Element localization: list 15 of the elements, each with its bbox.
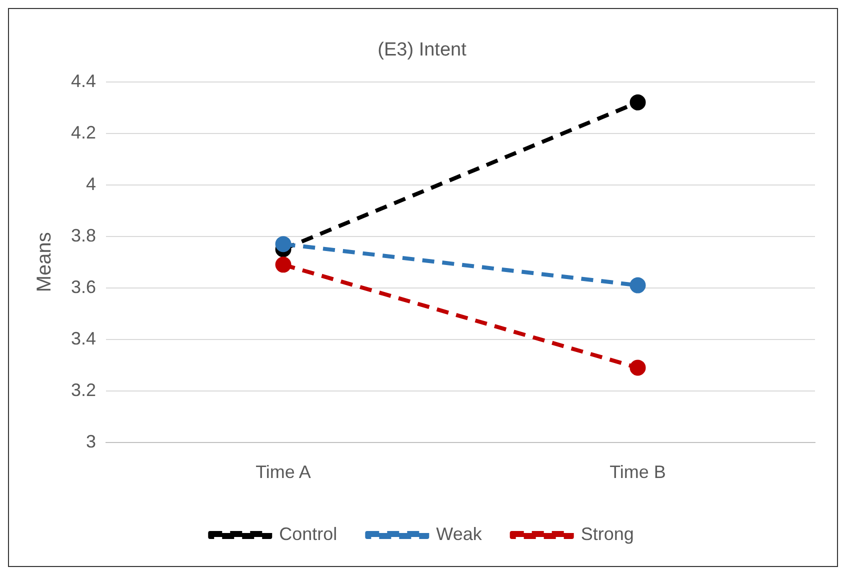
legend-label: Control — [279, 524, 338, 544]
y-axis-title: Means — [34, 232, 56, 292]
y-tick-label: 3.6 — [70, 276, 96, 297]
legend-label: Strong — [580, 524, 634, 544]
chart-title: (E3) Intent — [378, 40, 468, 61]
x-tick-label: Time B — [610, 462, 666, 482]
y-tick-label: 3.8 — [70, 225, 96, 246]
y-tick-label: 3.4 — [70, 328, 96, 348]
legend-label: Weak — [436, 524, 483, 544]
y-tick-label: 3.2 — [70, 380, 96, 400]
y-tick-label: 3 — [86, 431, 96, 452]
y-tick-label: 4.2 — [70, 122, 96, 142]
y-tick-label: 4 — [86, 174, 96, 194]
y-tick-label: 4.4 — [70, 70, 96, 91]
x-tick-label: Time A — [256, 462, 311, 482]
